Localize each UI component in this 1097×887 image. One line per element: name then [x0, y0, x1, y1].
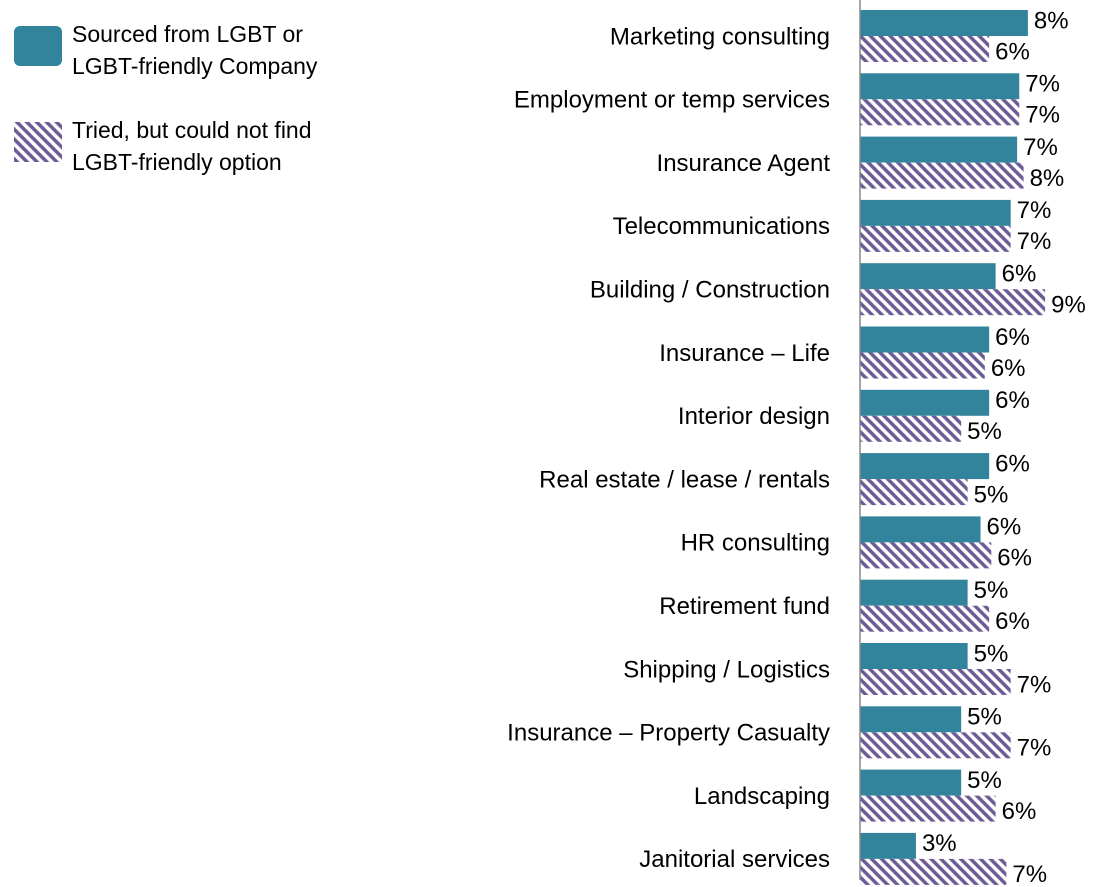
- value-label: 6%: [995, 324, 1030, 351]
- category-label: Landscaping: [694, 783, 830, 810]
- category-label: Retirement fund: [659, 593, 830, 620]
- bar: [860, 579, 968, 606]
- legend-label: Sourced from LGBT or LGBT-friendly Compa…: [72, 21, 318, 79]
- value-label: 6%: [995, 38, 1030, 65]
- value-label: 5%: [974, 640, 1009, 667]
- bar: [860, 99, 1020, 126]
- bar: [860, 389, 990, 416]
- value-label: 7%: [1025, 102, 1060, 129]
- category-label: Telecommunications: [613, 213, 830, 240]
- category-label: Insurance Agent: [657, 150, 831, 177]
- value-label: 3%: [922, 830, 957, 857]
- value-label: 6%: [991, 355, 1026, 382]
- bar: [860, 542, 992, 569]
- value-label: 6%: [987, 514, 1022, 541]
- category-label: Real estate / lease / rentals: [539, 466, 830, 493]
- value-label: 8%: [1030, 165, 1065, 192]
- value-label: 7%: [1025, 71, 1060, 98]
- legend-swatch: [14, 26, 62, 66]
- bar: [860, 199, 1011, 226]
- legend-label: Tried, but could not find LGBT-friendly …: [72, 117, 312, 175]
- category-label: Marketing consulting: [610, 23, 830, 50]
- value-label: 5%: [967, 767, 1002, 794]
- category-label: Insurance – Property Casualty: [507, 720, 830, 747]
- bar: [860, 795, 996, 822]
- bar: [860, 136, 1018, 163]
- value-label: 6%: [1002, 798, 1037, 825]
- swatch-fill: [14, 26, 62, 66]
- bar: [860, 643, 968, 669]
- bar: [860, 36, 990, 62]
- swatch-fill: [14, 122, 62, 162]
- bar: [860, 453, 990, 480]
- value-label: 6%: [995, 608, 1030, 635]
- value-label: 6%: [1002, 261, 1037, 288]
- bar: [860, 732, 1011, 759]
- bar: [860, 352, 985, 379]
- value-label: 5%: [967, 704, 1002, 731]
- value-label: 6%: [997, 545, 1032, 572]
- category-label: Building / Construction: [590, 277, 830, 304]
- bar: [860, 516, 981, 543]
- bar: [860, 769, 962, 796]
- bar: [860, 858, 1007, 885]
- legend-item: Sourced from LGBT or LGBT-friendly Compa…: [14, 18, 354, 82]
- bar: [860, 605, 990, 632]
- value-label: 5%: [974, 577, 1009, 604]
- value-label: 6%: [995, 387, 1030, 414]
- value-label: 7%: [1017, 735, 1052, 762]
- value-label: 7%: [1017, 197, 1052, 224]
- value-label: 6%: [995, 450, 1030, 477]
- legend-item: Tried, but could not find LGBT-friendly …: [14, 114, 354, 178]
- category-label: Shipping / Logistics: [623, 656, 830, 683]
- value-label: 7%: [1023, 134, 1058, 161]
- bar: [860, 669, 1011, 695]
- value-label: 7%: [1017, 671, 1052, 698]
- category-label: Insurance – Life: [659, 340, 830, 367]
- category-label: Janitorial services: [639, 846, 830, 873]
- category-label: Interior design: [678, 403, 830, 430]
- bar: [860, 225, 1011, 252]
- bar: [860, 73, 1020, 100]
- bar: [860, 832, 916, 859]
- bar: [860, 263, 996, 290]
- bar: [860, 289, 1046, 316]
- value-label: 7%: [1012, 861, 1047, 887]
- bar: [860, 326, 990, 353]
- value-label: 9%: [1051, 292, 1086, 319]
- value-label: 8%: [1034, 7, 1069, 34]
- bar: [860, 10, 1028, 36]
- category-label: HR consulting: [681, 530, 830, 557]
- category-label: Employment or temp services: [514, 87, 830, 114]
- value-label: 5%: [974, 481, 1009, 508]
- bar: [860, 415, 962, 442]
- bar: [860, 162, 1024, 189]
- bar: [860, 479, 968, 506]
- value-label: 7%: [1017, 228, 1052, 255]
- legend-swatch: [14, 122, 62, 162]
- value-label: 5%: [967, 418, 1002, 445]
- bar: [860, 706, 962, 733]
